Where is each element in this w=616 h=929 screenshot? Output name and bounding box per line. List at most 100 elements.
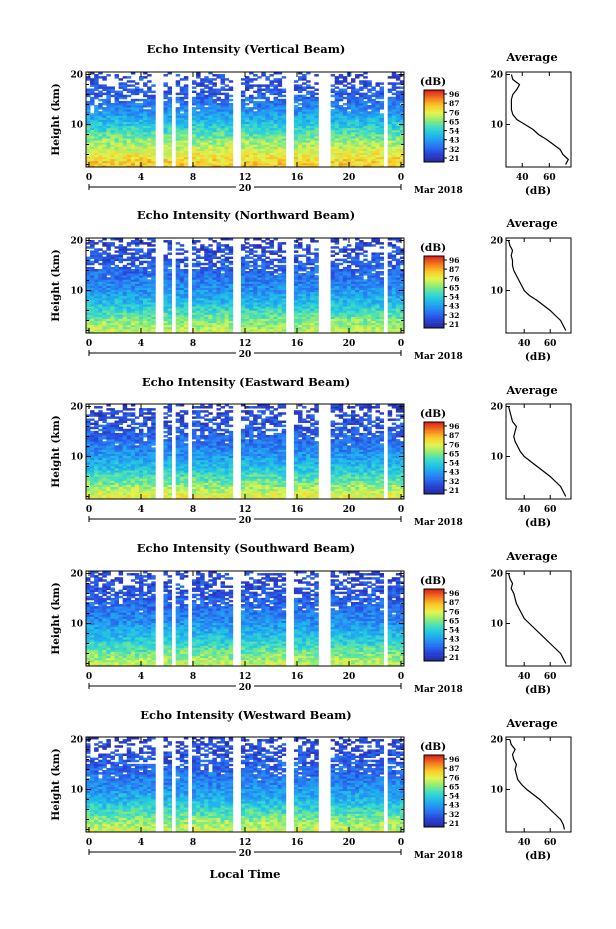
heatmap-cell	[359, 92, 364, 96]
heatmap-cell	[314, 92, 319, 96]
heatmap-cell	[216, 129, 221, 133]
heatmap-cell	[151, 102, 156, 106]
colorbar-tick-label: 43	[449, 136, 459, 145]
heatmap-cell	[114, 109, 120, 112]
heatmap-cell	[102, 98, 107, 102]
heatmap-cell	[134, 316, 140, 319]
colorbar-tick-label: 21	[449, 154, 459, 163]
heatmap-cell	[277, 312, 283, 315]
heatmap-cell	[379, 102, 385, 106]
heatmap-cell	[253, 326, 258, 330]
heatmap-cell	[281, 136, 287, 139]
heatmap-cell	[114, 250, 120, 253]
heatmap-cell	[167, 277, 173, 280]
heatmap-cell	[167, 291, 173, 295]
heatmap-cell	[167, 326, 173, 330]
heatmap-cell	[163, 154, 168, 158]
heatmap-cell	[98, 320, 103, 324]
heatmap-cell	[306, 142, 311, 145]
heatmap-cell	[192, 109, 197, 112]
heatmap-cell	[257, 111, 262, 114]
heatmap-cell	[363, 133, 368, 137]
heatmap-cell	[399, 129, 405, 133]
heatmap-cell	[330, 160, 336, 164]
heatmap-cell	[151, 330, 156, 334]
heatmap-cell	[224, 136, 230, 139]
heatmap-cell	[399, 158, 405, 162]
heatmap-cell	[293, 148, 299, 151]
heatmap-cell	[192, 322, 197, 326]
heatmap-cell	[204, 107, 209, 110]
heatmap-cell	[314, 158, 319, 162]
heatmap-cell	[183, 281, 189, 284]
heatmap-cell	[212, 275, 217, 278]
heatmap-cell	[110, 125, 115, 129]
heatmap-cell	[147, 264, 152, 268]
heatmap-cell	[151, 285, 156, 288]
heatmap-cell	[122, 316, 128, 319]
heatmap-cell	[220, 281, 226, 284]
heatmap-cell	[163, 148, 168, 151]
heatmap-cell	[240, 244, 246, 247]
heatmap-cell	[375, 82, 380, 85]
heatmap-cell	[330, 102, 336, 106]
heatmap-cell	[106, 121, 111, 125]
heatmap-cell	[208, 138, 213, 141]
heatmap-cell	[261, 266, 266, 270]
heatmap-cell	[351, 102, 356, 106]
heatmap-cell	[106, 302, 111, 305]
heatmap-cell	[310, 162, 315, 166]
heatmap-cell	[298, 98, 303, 102]
heatmap-cell	[314, 111, 319, 114]
heatmap-cell	[130, 308, 136, 311]
heatmap-cell	[310, 144, 315, 147]
heatmap-cell	[330, 88, 336, 91]
heatmap-cell	[375, 90, 380, 94]
heatmap-cell	[261, 279, 266, 282]
heatmap-cell	[143, 314, 148, 317]
heatmap-cell	[253, 160, 258, 164]
heatmap-cell	[249, 264, 254, 268]
heatmap-cell	[395, 100, 401, 104]
heatmap-cell	[114, 119, 120, 122]
heatmap-cell	[102, 113, 107, 116]
heatmap-cell	[310, 136, 315, 139]
heatmap-cell	[130, 140, 136, 143]
heatmap-cell	[147, 117, 152, 120]
heatmap-cell	[139, 289, 144, 293]
heatmap-cell	[122, 283, 128, 286]
heatmap-cell	[265, 277, 270, 280]
heatmap-cell	[118, 312, 124, 315]
heatmap-cell	[281, 150, 287, 153]
heatmap-cell	[163, 283, 168, 286]
heatmap-cell	[86, 94, 91, 98]
heatmap-cell	[330, 138, 336, 141]
heatmap-cell	[269, 240, 274, 243]
heatmap-cell	[334, 92, 340, 96]
heatmap-cell	[371, 158, 376, 162]
heatmap-cell	[269, 289, 274, 293]
heatmap-cell	[167, 154, 173, 158]
heatmap-cell	[118, 105, 124, 108]
heatmap-cell	[391, 74, 397, 77]
heatmap-cell	[220, 102, 226, 106]
heatmap-cell	[224, 248, 230, 251]
heatmap-cell	[220, 310, 226, 313]
heatmap-cell	[330, 148, 336, 151]
heatmap-cell	[240, 246, 246, 249]
heatmap-cell	[114, 125, 120, 129]
heatmap-cell	[273, 100, 279, 104]
heatmap-cell	[118, 123, 124, 127]
heatmap-cell	[94, 115, 99, 118]
heatmap-cell	[110, 105, 115, 108]
heatmap-cell	[281, 316, 287, 319]
heatmap-cell	[200, 111, 205, 114]
heatmap-cell	[139, 125, 144, 129]
heatmap-cell	[86, 92, 91, 96]
heatmap-cell	[249, 94, 254, 98]
heatmap-cell	[261, 133, 266, 137]
heatmap-cell	[281, 156, 287, 160]
heatmap-cell	[179, 287, 185, 291]
heatmap-cell	[314, 136, 319, 139]
heatmap-cell	[98, 297, 103, 301]
